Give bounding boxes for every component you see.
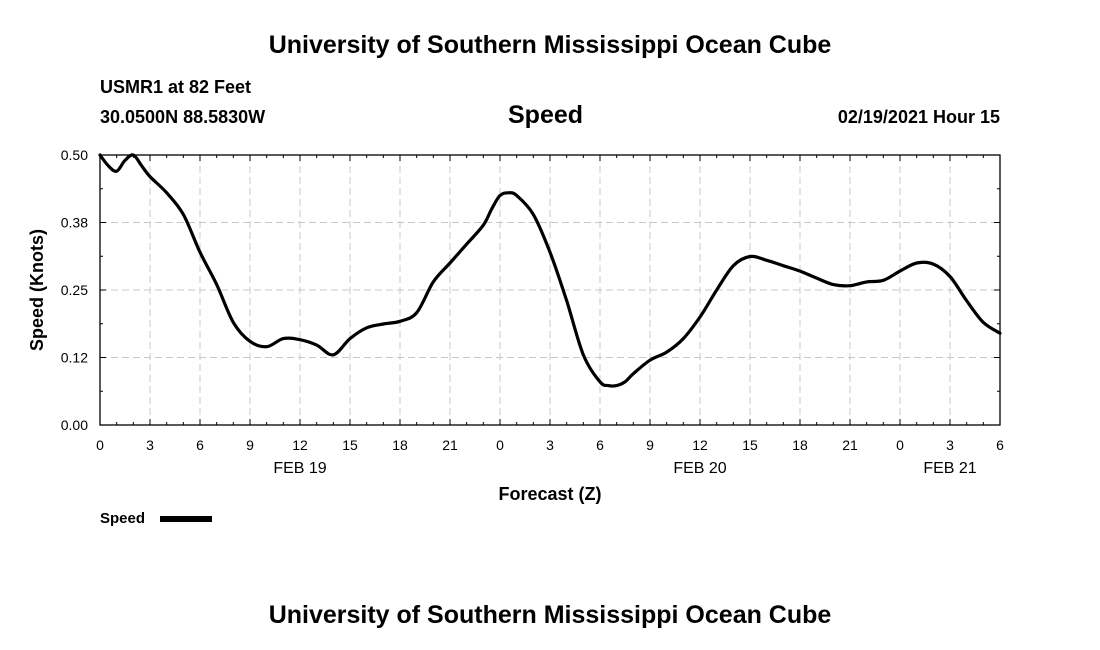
date-labels: FEB 19 FEB 20 FEB 21 [273,460,976,477]
station-label: USMR1 at 82 Feet [100,77,252,97]
y-tick-labels: 0.00 0.12 0.25 0.38 0.50 [61,147,88,433]
x-tick-label: 21 [442,437,458,453]
top-title: University of Southern Mississippi Ocean… [268,31,832,59]
x-tick-label: 3 [146,437,154,453]
x-tick-label: 0 [96,437,104,453]
series-line-speed [98,153,1002,388]
y-tick-label: 0.38 [61,215,88,231]
grid-lines [100,155,1000,425]
date-label: FEB 19 [273,460,326,477]
y-tick-label: 0.00 [61,417,88,433]
x-tick-label: 15 [342,437,358,453]
x-tick-label: 18 [392,437,408,453]
x-tick-label: 6 [196,437,204,453]
x-tick-label: 9 [646,437,654,453]
y-tick-label: 0.12 [61,350,88,366]
y-tick-label: 0.50 [61,147,88,163]
datetime-label: 02/19/2021 Hour 15 [837,107,1000,127]
x-tick-label: 6 [996,437,1004,453]
coordinates-label: 30.0500N 88.5830W [100,107,266,127]
legend-line-swatch [160,516,212,522]
x-tick-label: 21 [842,437,858,453]
date-label: FEB 21 [923,460,976,477]
x-tick-label: 0 [896,437,904,453]
x-tick-label: 3 [946,437,954,453]
x-tick-label: 15 [742,437,758,453]
x-tick-label: 9 [246,437,254,453]
legend-label: Speed [100,510,146,527]
x-axis-label: Forecast (Z) [498,484,601,504]
x-tick-label: 12 [692,437,708,453]
chart-title: Speed [508,101,584,129]
tick-marks [99,154,1001,426]
y-tick-label: 0.25 [61,282,88,298]
x-tick-label: 12 [292,437,308,453]
date-label: FEB 20 [673,460,726,477]
x-tick-label: 6 [596,437,604,453]
x-tick-label: 0 [496,437,504,453]
bottom-title: University of Southern Mississippi Ocean… [268,601,832,629]
x-tick-label: 18 [792,437,808,453]
x-tick-label: 3 [546,437,554,453]
y-axis-label: Speed (Knots) [27,229,47,351]
x-tick-labels: 0 3 6 9 12 15 18 21 0 3 6 9 12 15 18 21 0 3 6 [96,437,1004,453]
speed-chart: 0.00 0.12 0.25 0.38 0.50 0 3 6 9 12 15 18 21 0 3 6 9 12 1… [27,147,1004,504]
